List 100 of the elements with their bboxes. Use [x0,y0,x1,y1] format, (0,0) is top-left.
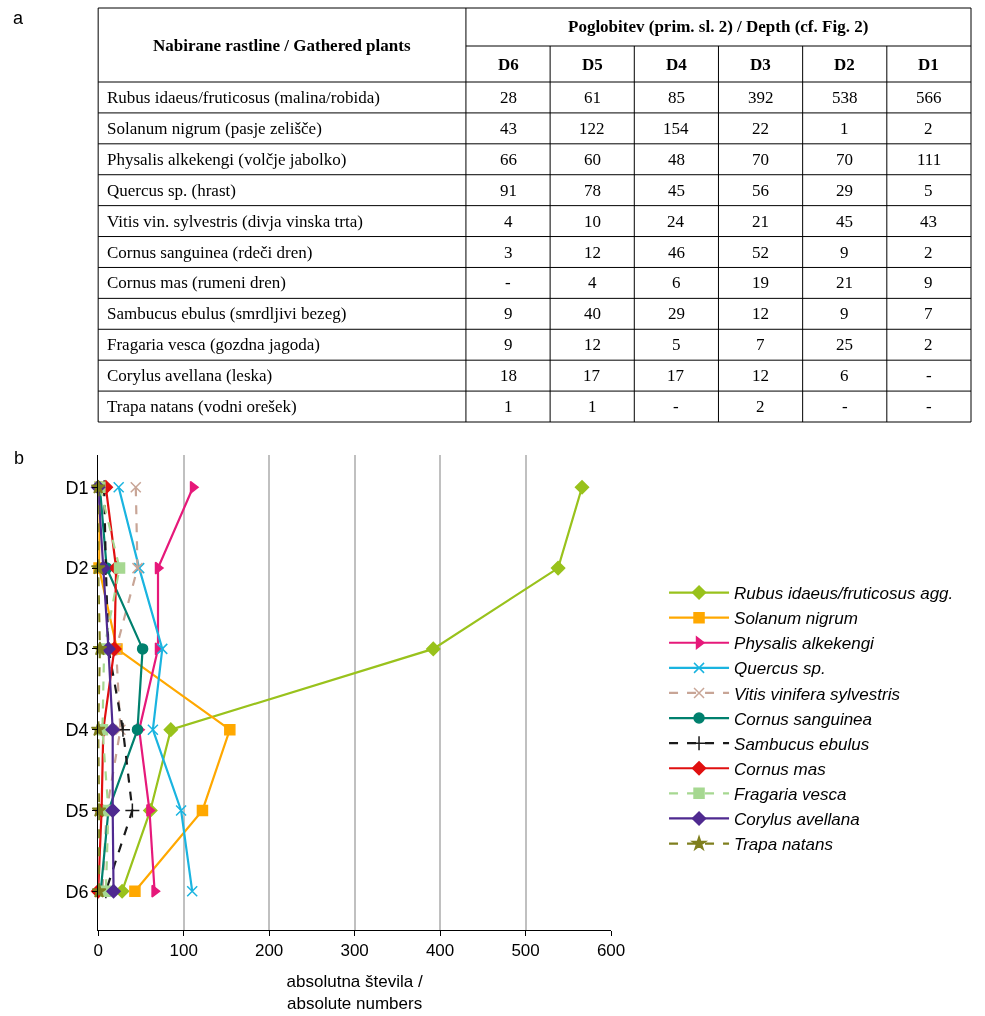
legend-label: Vitis vinifera sylvestris [734,684,901,704]
data-label: 9 [504,304,513,323]
y-tick-label: Rubus idaeus/fruticosus (malina/robida) [107,88,380,107]
y-tick-label: Vitis vin. sylvestris (divja vinska trta) [107,212,363,231]
data-label: 66 [500,150,517,169]
x-tick-label: D1 [918,55,939,74]
data-label: 61 [584,88,601,107]
data-label: 21 [752,212,769,231]
y-tick-label: Trapa natans (vodni orešek) [107,397,297,416]
y-tick-label: Sambucus ebulus (smrdljivi bezeg) [107,304,347,323]
y-tick-label: D6 [65,881,89,902]
data-label: 43 [920,212,937,231]
data-label: 9 [840,243,849,262]
data-label: 2 [924,119,933,138]
data-label: 48 [668,150,685,169]
y-tick-label: Cornus mas (rumeni dren) [107,273,286,292]
legend-label: Cornus sanguinea [734,709,873,729]
legend-label: Trapa natans [734,835,834,855]
data-label: 19 [752,273,769,292]
data-label: 7 [756,335,765,354]
data-label: 46 [668,243,685,262]
data-label: 9 [504,335,513,354]
x-tick-label: 300 [340,941,369,961]
legend-label: Physalis alkekengi [734,634,876,654]
legend-label: Corylus avellana [734,810,860,830]
data-label: 9 [840,304,849,323]
data-label: 3 [504,243,513,262]
x-tick-label: 0 [93,941,103,961]
y-tick-label: Corylus avellana (leska) [107,366,273,385]
data-label: 566 [916,88,942,107]
annotation: - [926,397,932,416]
data-label: 70 [752,150,769,169]
data-label: 12 [584,335,601,354]
x-tick-label: D4 [666,55,688,74]
data-label: 40 [584,304,601,323]
data-label: 5 [924,181,933,200]
data-label: 22 [752,119,769,138]
annotation: - [926,366,932,385]
data-label: 4 [504,212,513,231]
data-label: 18 [500,366,517,385]
data-label: 2 [924,243,933,262]
y-tick-label: D1 [65,477,89,498]
data-label: 45 [836,212,853,231]
y-tick-label: Quercus sp. (hrast) [107,181,236,200]
legend-label: Solanum nigrum [734,609,858,629]
data-label: 17 [667,366,685,385]
data-label: 29 [668,304,685,323]
y-tick-label: D2 [65,558,89,579]
data-label: 6 [672,273,681,292]
data-label: 45 [668,181,685,200]
y-axis-title: Nabirane rastline / Gathered plants [153,36,411,55]
x-tick-label: D2 [834,55,855,74]
data-label: 6 [840,366,849,385]
y-tick-label: Fragaria vesca (gozdna jagoda) [107,335,320,354]
data-label: 2 [924,335,933,354]
y-tick-label: Cornus sanguinea (rdeči dren) [107,243,313,262]
x-tick-label: D6 [498,55,519,74]
data-label: 60 [584,150,601,169]
data-label: 538 [832,88,858,107]
data-label: 12 [584,243,601,262]
data-label: 7 [924,304,933,323]
y-tick-label: D3 [65,639,89,660]
data-label: 24 [667,212,685,231]
data-label: 78 [584,181,601,200]
data-label: 91 [500,181,517,200]
data-label: 1 [840,119,849,138]
data-label: 4 [588,273,597,292]
data-label: 21 [836,273,853,292]
legend-label: Rubus idaeus/fruticosus agg. [734,584,954,604]
text: a [13,8,24,28]
data-label: 122 [579,119,605,138]
data-label: 85 [668,88,685,107]
x-axis-title: Poglobitev (prim. sl. 2) / Depth (cf. Fig. 2) [568,17,869,36]
x-tick-label: 100 [169,941,198,961]
data-label: 43 [500,119,517,138]
data-label: 29 [836,181,853,200]
data-label: 1 [588,397,597,416]
annotation: - [505,273,511,292]
x-tick-label: D3 [750,55,771,74]
text: b [14,448,25,468]
data-label: 70 [836,150,853,169]
y-tick-label: D5 [65,800,89,821]
data-label: 10 [584,212,601,231]
legend-label: Cornus mas [734,759,827,779]
data-label: 12 [752,304,769,323]
y-tick-label: D4 [65,719,89,740]
data-label: 12 [752,366,769,385]
x-tick-label: D5 [582,55,603,74]
data-label: 1 [504,397,513,416]
x-tick-label: 400 [425,941,455,961]
y-tick-label: Physalis alkekengi (volčje jabolko) [107,150,347,169]
legend-label: Sambucus ebulus [734,734,870,754]
data-label: 2 [756,397,765,416]
data-label: 392 [748,88,774,107]
x-tick-label: 600 [596,941,626,961]
data-label: 17 [583,366,601,385]
legend-label: Quercus sp. [734,659,826,679]
data-label: 56 [752,181,769,200]
annotation: - [673,397,679,416]
annotation: - [842,397,848,416]
